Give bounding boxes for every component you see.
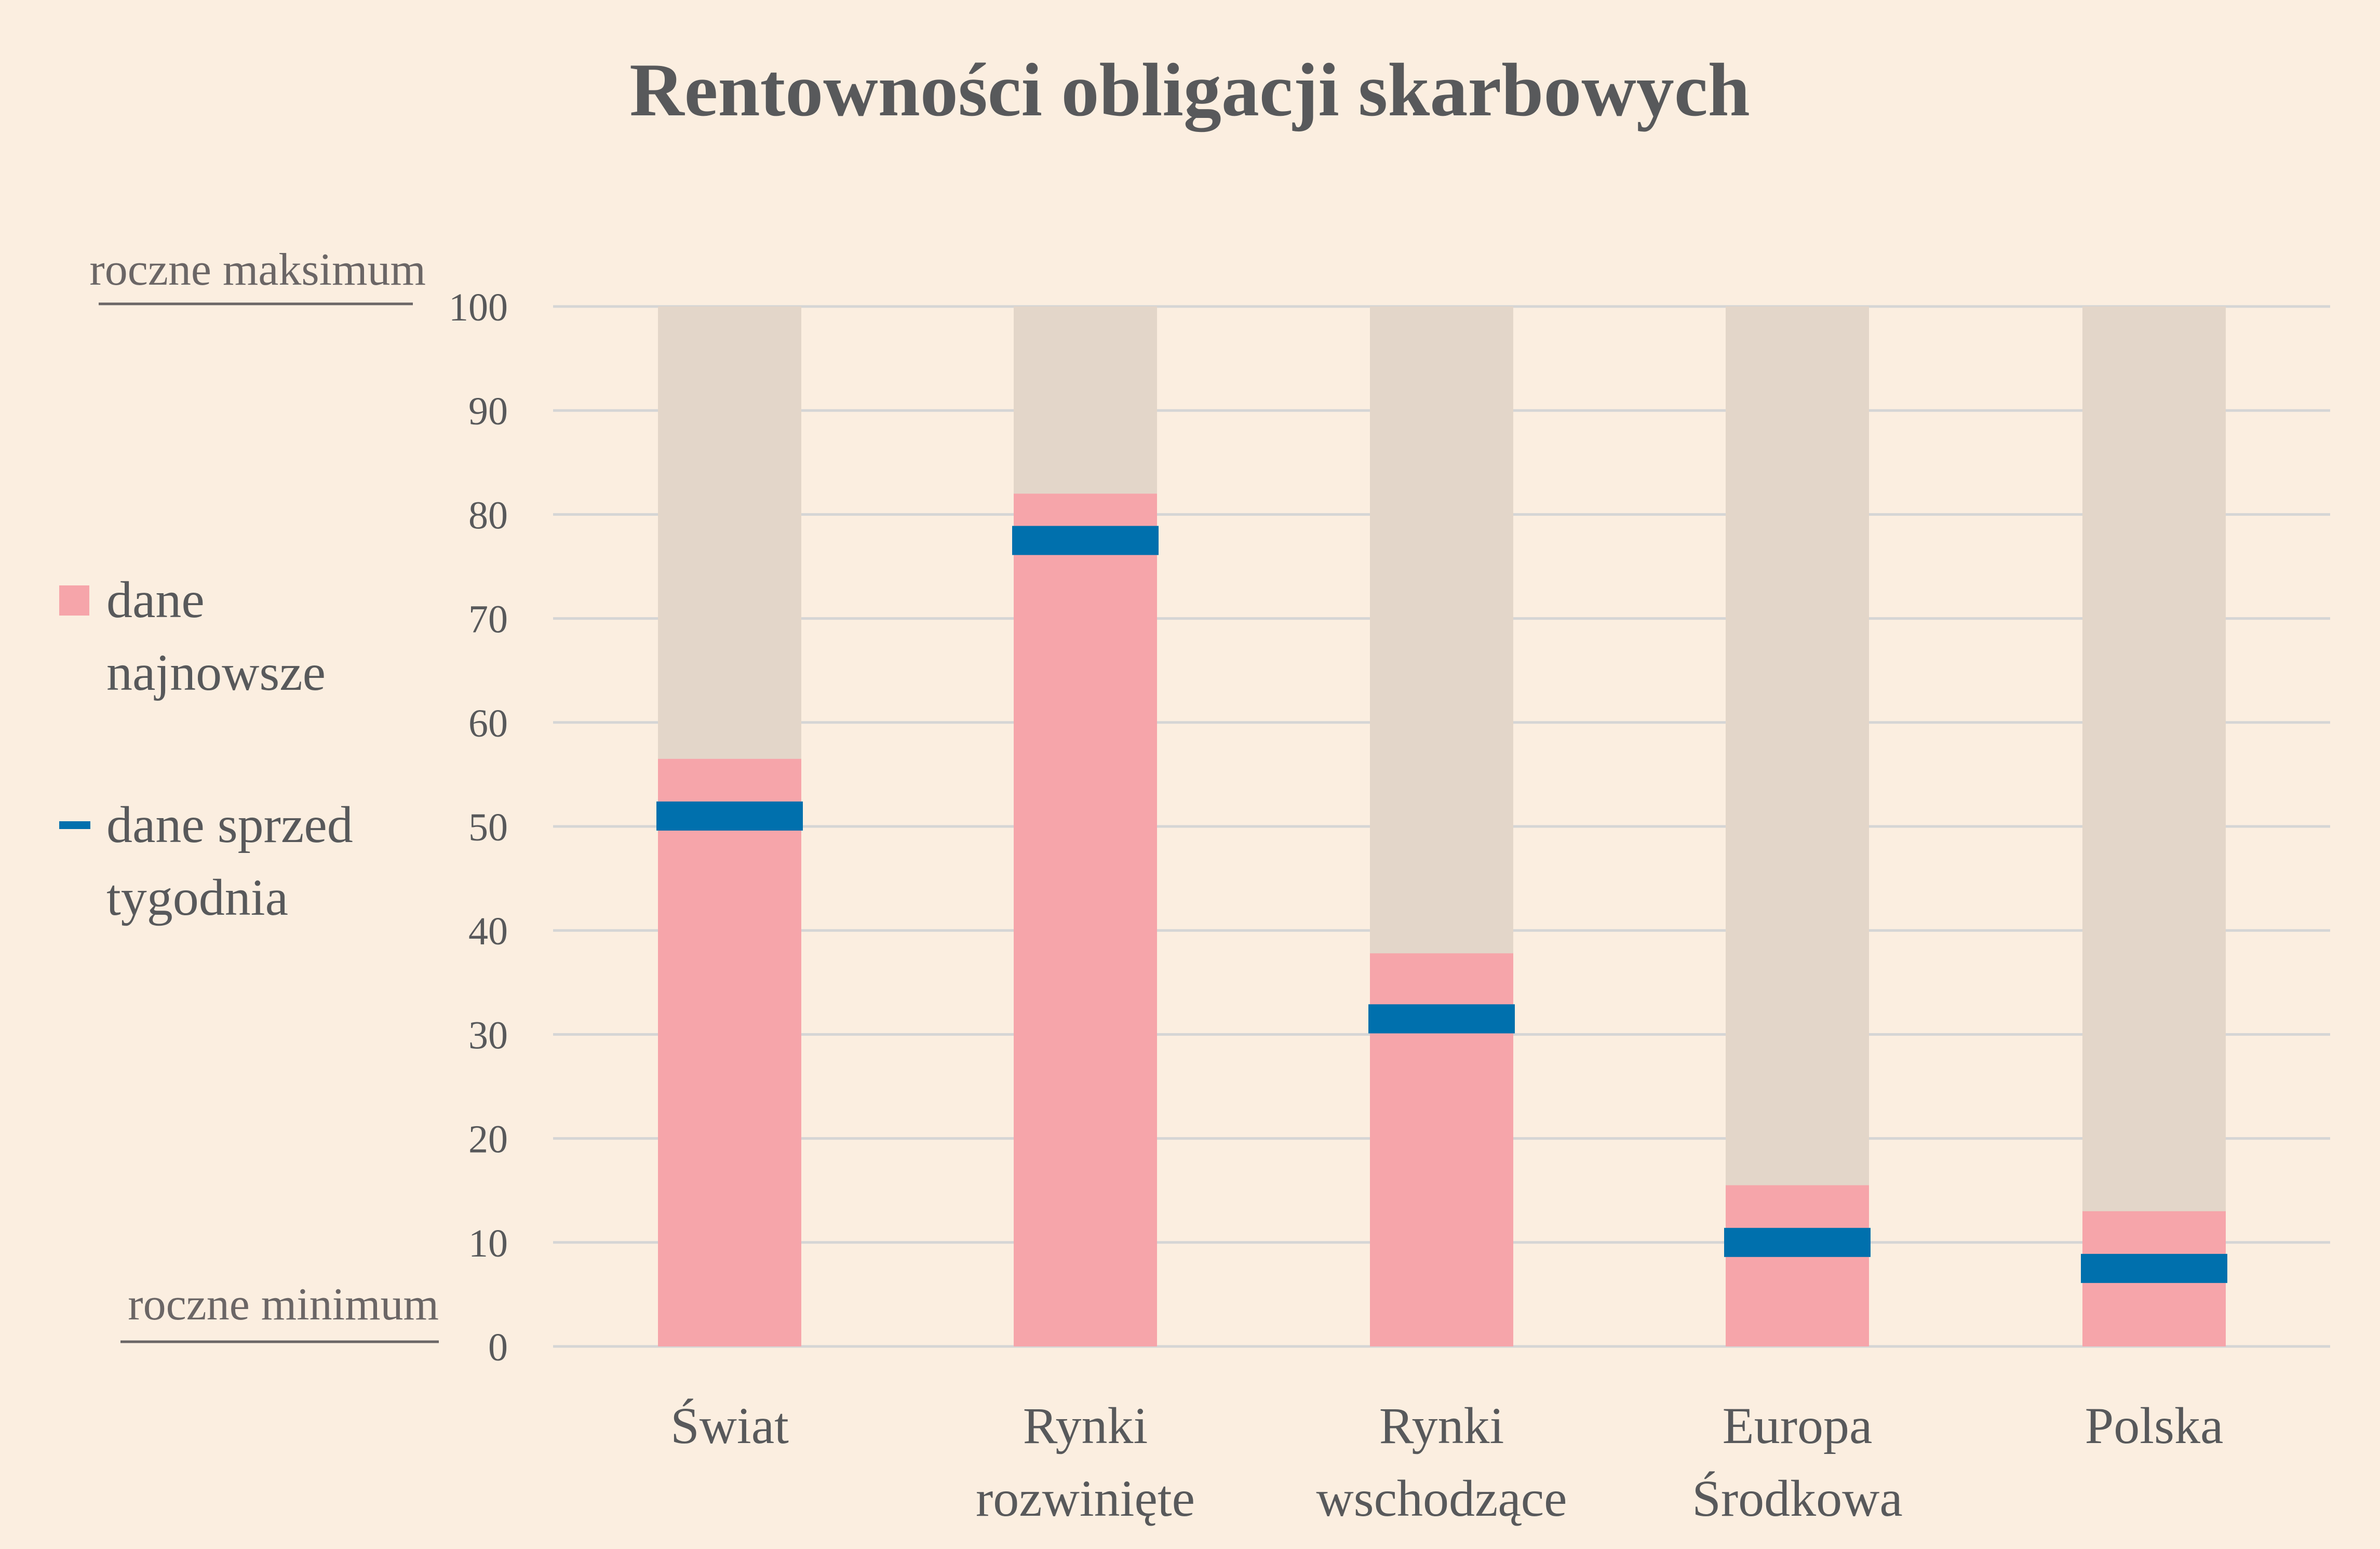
category-label: Świat: [670, 1397, 789, 1454]
y-tick-label: 90: [468, 390, 508, 433]
category-label: Europa: [1723, 1397, 1873, 1454]
y-tick-label: 80: [468, 493, 508, 537]
marker-prior-week: [1368, 1004, 1515, 1034]
y-tick-label: 50: [468, 806, 508, 849]
legend: dane najnowsze dane sprzed tygodnia: [59, 571, 353, 926]
category-label: Rynki: [1379, 1397, 1504, 1454]
category-label: rozwinięte: [976, 1470, 1195, 1527]
bar-latest: [658, 758, 801, 1346]
y-tick-label: 0: [488, 1326, 508, 1369]
y-tick-label: 40: [468, 910, 508, 953]
bar-latest: [1726, 1185, 1869, 1346]
marker-prior-week: [1012, 526, 1159, 555]
legend-label: najnowsze: [106, 644, 326, 701]
square-swatch-icon: [59, 585, 89, 616]
y-tick-label: 10: [468, 1222, 508, 1265]
legend-label: tygodnia: [106, 869, 288, 926]
category-label: Środkowa: [1692, 1470, 1903, 1527]
axis-note-max: roczne maksimum: [89, 245, 426, 295]
category-label: wschodzące: [1316, 1470, 1567, 1527]
category-label: Rynki: [1023, 1397, 1148, 1454]
range-band: [2082, 306, 2226, 1346]
legend-label: dane sprzed: [106, 796, 353, 853]
y-tick-label: 100: [449, 286, 508, 329]
axis-note-min: roczne minimum: [128, 1279, 439, 1330]
marker-prior-week: [1724, 1227, 1871, 1257]
y-tick-label: 20: [468, 1118, 508, 1161]
y-axis-ticks: 0 10 20 30 40 50 60 70 80 90 100: [449, 286, 508, 1369]
range-band: [1726, 306, 1869, 1346]
y-tick-label: 30: [468, 1013, 508, 1057]
dash-swatch-icon: [59, 821, 90, 829]
y-tick-label: 70: [468, 598, 508, 642]
bars: [656, 306, 2227, 1346]
marker-prior-week: [656, 801, 803, 831]
axis-notes: roczne maksimum roczne minimum: [89, 245, 439, 1343]
bar-latest: [1014, 493, 1157, 1346]
y-tick-label: 60: [468, 702, 508, 745]
marker-prior-week: [2081, 1253, 2227, 1283]
x-axis-labels: Świat Rynki rozwinięte Rynki wschodzące Europ…: [670, 1397, 2223, 1527]
category-label: Polska: [2085, 1397, 2224, 1454]
chart-title: Rentowności obligacji skarbowych: [629, 48, 1750, 132]
legend-label: dane: [106, 571, 205, 629]
